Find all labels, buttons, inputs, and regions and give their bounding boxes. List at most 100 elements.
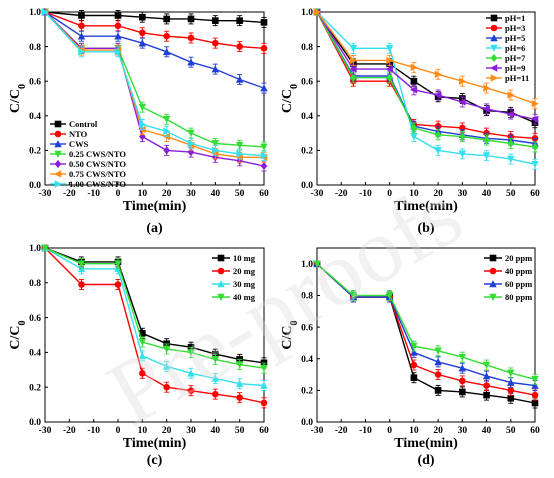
x-tick-label: 10: [409, 189, 419, 199]
legend-marker: [54, 170, 62, 178]
data-point: [386, 73, 393, 82]
legend-marker: [54, 180, 62, 188]
data-point: [385, 292, 394, 300]
data-point: [77, 32, 86, 40]
legend-entry: 0.75 CWS/NTO: [50, 169, 126, 179]
x-tick-label: -10: [359, 189, 372, 199]
y-tick-label: 1.0: [29, 244, 41, 254]
x-tick-label: 40: [482, 426, 492, 436]
y-axis-title: C/C0: [8, 320, 28, 349]
data-point: [139, 13, 146, 21]
legend-marker: [54, 150, 62, 158]
data-point: [260, 84, 268, 92]
x-tick-label: -30: [39, 426, 52, 436]
y-tick-label: 0.4: [301, 112, 313, 122]
data-point: [260, 151, 268, 160]
data-point: [434, 91, 442, 99]
series-1-00-cws-nto: [41, 8, 268, 162]
data-point: [235, 141, 244, 150]
chart-panel-a: -30 -20 -10 0 10 20 30 40 50 60 0.0 0.2 0.4 0.6 0.8 1.0…: [8, 7, 269, 236]
y-tick-label: 0.0: [301, 418, 313, 428]
y-axis-title: C/C0: [280, 320, 300, 349]
legend-entry: NTO: [50, 129, 88, 139]
data-point: [410, 123, 418, 133]
x-tick-label: 50: [506, 189, 516, 199]
data-point: [260, 143, 268, 151]
legend-marker: [217, 267, 225, 275]
x-tick-label: 10: [138, 426, 148, 436]
y-tick-label: 0.2: [301, 147, 313, 157]
data-point: [459, 77, 467, 85]
legend-label: CWS: [69, 139, 89, 149]
data-point: [235, 75, 244, 83]
data-point: [410, 342, 418, 350]
legend-label: Control: [69, 119, 98, 129]
data-point: [236, 150, 244, 158]
data-point: [163, 127, 171, 136]
data-point: [163, 15, 170, 23]
legend-marker: [54, 120, 62, 128]
data-point: [349, 65, 357, 73]
series-line: [316, 11, 536, 165]
legend-label: pH=9: [505, 63, 525, 73]
data-point: [410, 133, 418, 141]
data-point: [211, 374, 220, 382]
data-point: [138, 338, 147, 346]
chart-panel-c: -30 -20 -10 0 10 20 30 40 50 60 0.0 0.2 0.4 0.6 0.8 1.0…: [8, 244, 269, 468]
series-ph-11: [313, 8, 539, 110]
y-tick-label: 0.4: [29, 349, 41, 359]
data-point: [483, 391, 490, 399]
data-point: [187, 15, 195, 23]
legend-label: NTO: [69, 129, 88, 139]
plot-frame: [316, 247, 536, 423]
legend-marker: [217, 254, 225, 262]
data-point: [434, 387, 442, 394]
y-tick-label: 1.0: [29, 8, 41, 18]
x-tick-label: 0: [387, 426, 392, 436]
data-point: [236, 43, 243, 50]
data-point: [187, 34, 195, 42]
data-point: [507, 369, 515, 377]
y-tick-label: 0.2: [29, 383, 41, 393]
x-tick-label: 30: [458, 426, 468, 436]
y-tick-label: 0.4: [301, 355, 313, 365]
legend-entry: pH=1: [486, 13, 525, 23]
y-tick-label: 0.4: [29, 112, 41, 122]
x-tick-label: 60: [259, 426, 269, 436]
legend-label: 0.50 CWS/NTO: [69, 159, 126, 169]
legend-entry: 20 ppm: [484, 253, 532, 263]
legend-marker: [490, 14, 498, 22]
x-tick-label: 20: [433, 426, 443, 436]
data-point: [77, 260, 86, 268]
legend-entry: 30 mg: [212, 279, 256, 289]
legend-entry: 0.50 CWS/NTO: [50, 159, 126, 169]
legend-entry: pH=7: [486, 53, 526, 63]
legend-marker: [490, 44, 498, 52]
data-point: [211, 356, 220, 364]
series-line: [44, 11, 265, 24]
legend-marker: [217, 280, 225, 288]
x-tick-label: 10: [409, 426, 419, 436]
data-point: [114, 48, 122, 56]
x-tick-label: 60: [530, 189, 540, 199]
x-tick-label: 20: [162, 426, 172, 436]
data-point: [139, 29, 146, 37]
y-tick-label: 0.6: [301, 77, 313, 87]
data-point: [482, 372, 491, 380]
x-tick-label: -10: [359, 426, 372, 436]
data-point: [458, 150, 467, 158]
data-point: [162, 47, 171, 56]
legend-label: 20 ppm: [505, 253, 532, 263]
legend-entry: 10 mg: [212, 253, 256, 263]
data-point: [114, 22, 122, 30]
data-point: [187, 349, 195, 357]
data-point: [483, 84, 491, 92]
data-point: [211, 65, 220, 73]
data-point: [114, 12, 122, 19]
y-tick-label: 0.6: [29, 314, 41, 324]
series-80-ppm: [313, 260, 539, 385]
legend-entry: Control: [50, 119, 98, 129]
series-40-mg: [41, 244, 268, 374]
data-point: [236, 17, 243, 24]
legend-entry: 60 ppm: [484, 279, 532, 289]
